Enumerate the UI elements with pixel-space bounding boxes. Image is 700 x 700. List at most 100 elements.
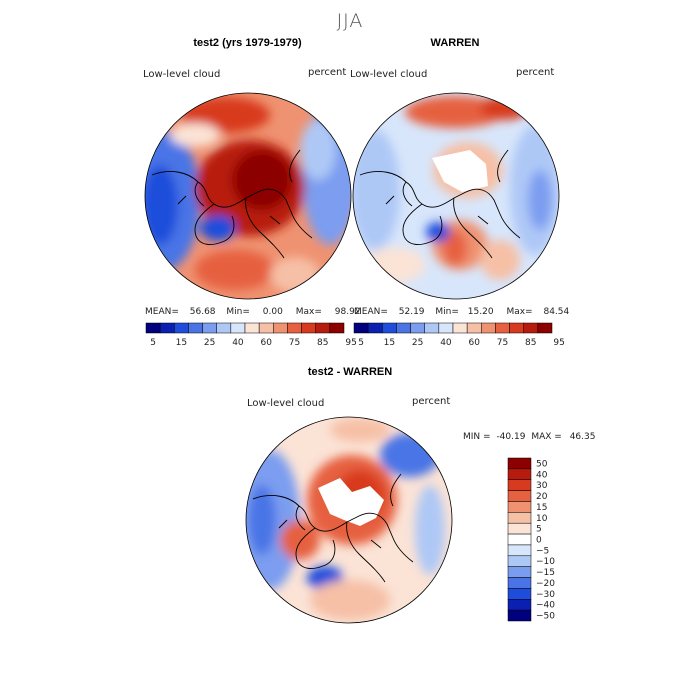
panel2-coastlines — [359, 149, 521, 259]
panel3-colorbar-tick-label: 50 — [536, 459, 548, 469]
panel2-mean-label: MEAN= — [354, 307, 388, 317]
panel3-colorbar-swatch — [507, 522, 532, 535]
panel3-variable-label: Low-level cloud — [247, 398, 325, 409]
panel2-colorbar-tick-label: 60 — [468, 338, 480, 348]
panel3-colorbar-swatch — [507, 501, 532, 513]
panel1-colorbar-tick-label: 40 — [232, 338, 244, 348]
panel2-colorbar-tick-label: 85 — [525, 338, 536, 348]
panel3-colorbar-tick-label: −15 — [536, 568, 555, 578]
panel2-colorbar-swatch — [424, 322, 440, 334]
panel1-colorbar: 5 15 25 40 60 75 85 95 — [145, 322, 357, 348]
panel3-colorbar-swatch — [507, 577, 532, 589]
panel2-max-value: 84.54 — [543, 307, 570, 317]
panel2-colorbar-swatch — [509, 322, 524, 334]
panel2-colorbar-swatch — [452, 322, 468, 334]
panel3-colorbar-swatch — [507, 468, 532, 480]
panel3-title: test2 - WARREN — [307, 366, 393, 378]
panel2-colorbar-tick-label: 95 — [553, 338, 564, 348]
panel2-colorbar-swatch — [438, 322, 454, 334]
panel3-colorbar-swatch — [507, 555, 532, 567]
panel3-colorbar-swatch — [507, 479, 532, 491]
figure-title: JJA — [336, 10, 364, 32]
panel1-colorbar-tick-label: 25 — [204, 338, 215, 348]
panel1-map-border — [144, 92, 352, 300]
panel1-max-label: Max= — [295, 307, 322, 317]
panel1-variable-label: Low-level cloud — [143, 69, 221, 80]
panel2-missing-region — [432, 150, 488, 192]
panel2-mean-value: 52.19 — [398, 307, 425, 317]
panel2-colorbar-swatch — [396, 322, 411, 334]
panel1-colorbar-swatch — [188, 322, 203, 334]
panel2-map-border — [352, 92, 560, 300]
panel3-colorbar-tick-label: 30 — [536, 481, 548, 491]
panel2-colorbar-swatch — [410, 322, 425, 334]
panel3-colorbar-swatch — [507, 566, 532, 578]
panel3-colorbar-swatch — [507, 544, 532, 557]
panel3-colorbar-tick-label: 5 — [536, 525, 542, 535]
panel2-colorbar-tick-label: 40 — [440, 338, 452, 348]
panel1-colorbar-swatch — [258, 322, 274, 334]
panel2-colorbar: 5 15 25 40 60 75 85 95 — [353, 322, 565, 348]
panel1-colorbar-swatch — [273, 322, 288, 334]
panel3-colorbar-tick-label: 10 — [536, 514, 548, 524]
panel3-colorbar-tick-label: −40 — [536, 601, 555, 611]
panel2-min-value: 15.20 — [467, 307, 494, 317]
panel1-colorbar-tick-label: 75 — [289, 338, 300, 348]
panel3-colorbar-tick-label: 40 — [536, 470, 548, 480]
panel2-stats: MEAN= 52.19 Min= 15.20 Max= 84.54 — [354, 307, 569, 317]
panel2-colorbar-swatch — [537, 322, 553, 334]
panel1-colorbar-swatch — [301, 322, 316, 334]
panel2-colorbar-tick-label: 25 — [412, 338, 423, 348]
panel1-mean-value: 56.68 — [189, 307, 216, 317]
panel2-colorbar-swatch — [523, 322, 539, 334]
panel3-colorbar-tick-label: −50 — [536, 612, 555, 622]
panel3-max-label: MAX = — [531, 432, 562, 442]
panel1-colorbar-tick-label: 95 — [345, 338, 356, 348]
panel1-colorbar-swatch — [145, 322, 161, 334]
panel1-field — [145, 97, 351, 293]
panel2-title: WARREN — [430, 37, 480, 49]
panel1-map — [144, 92, 352, 300]
panel1-max-value: 98.92 — [334, 307, 361, 317]
panel3-colorbar-tick-label: 15 — [536, 503, 547, 513]
panel2-min-label: Min= — [435, 307, 459, 317]
panel3-max-value: 46.35 — [569, 432, 596, 442]
panel3-min-value: -40.19 — [496, 432, 526, 442]
panel3-colorbar-tick-label: −20 — [536, 579, 555, 589]
panel2-units-label: percent — [516, 67, 555, 78]
panel2-colorbar-tick-label: 15 — [384, 338, 395, 348]
panel2-colorbar-swatch — [466, 322, 482, 334]
panel1-min-label: Min= — [226, 307, 250, 317]
panel3-units-label: percent — [412, 396, 451, 407]
panel1-colorbar-swatch — [244, 322, 260, 334]
panel2-colorbar-swatch — [382, 322, 397, 334]
panel1-mean-label: MEAN= — [145, 307, 179, 317]
panel2-colorbar-swatch — [481, 322, 496, 334]
panel1-colorbar-swatch — [174, 322, 189, 334]
panel1-min-value: 0.00 — [262, 307, 283, 317]
panel2-colorbar-swatch — [353, 322, 369, 334]
panel3-map-border — [245, 416, 453, 624]
panel1-colorbar-swatch — [202, 322, 217, 334]
panel1-coastlines — [151, 149, 313, 259]
panel3-colorbar-swatch — [507, 533, 532, 546]
panel2-map — [352, 92, 560, 300]
panel1-colorbar-tick-label: 60 — [260, 338, 272, 348]
panel3-colorbar-tick-label: −30 — [536, 590, 555, 600]
panel3-colorbar-swatch — [507, 457, 532, 470]
panel2-colorbar-swatch — [367, 322, 383, 334]
panel2-colorbar-swatch — [495, 322, 510, 334]
panel1-colorbar-swatch — [230, 322, 246, 334]
panel2-max-label: Max= — [506, 307, 533, 317]
panel1-colorbar-swatch — [159, 322, 175, 334]
panel1-colorbar-swatch — [287, 322, 302, 334]
panel1-colorbar-tick-label: 5 — [150, 338, 156, 348]
panel1-colorbar-swatch — [315, 322, 331, 334]
panel3-colorbar-tick-label: 20 — [536, 492, 548, 502]
panel1-stats: MEAN= 56.68 Min= 0.00 Max= 98.92 — [145, 307, 361, 317]
panel1-colorbar-tick-label: 85 — [317, 338, 328, 348]
panel2-variable-label: Low-level cloud — [350, 69, 428, 80]
panel3-stats: MIN = -40.19 MAX = 46.35 — [463, 432, 595, 442]
